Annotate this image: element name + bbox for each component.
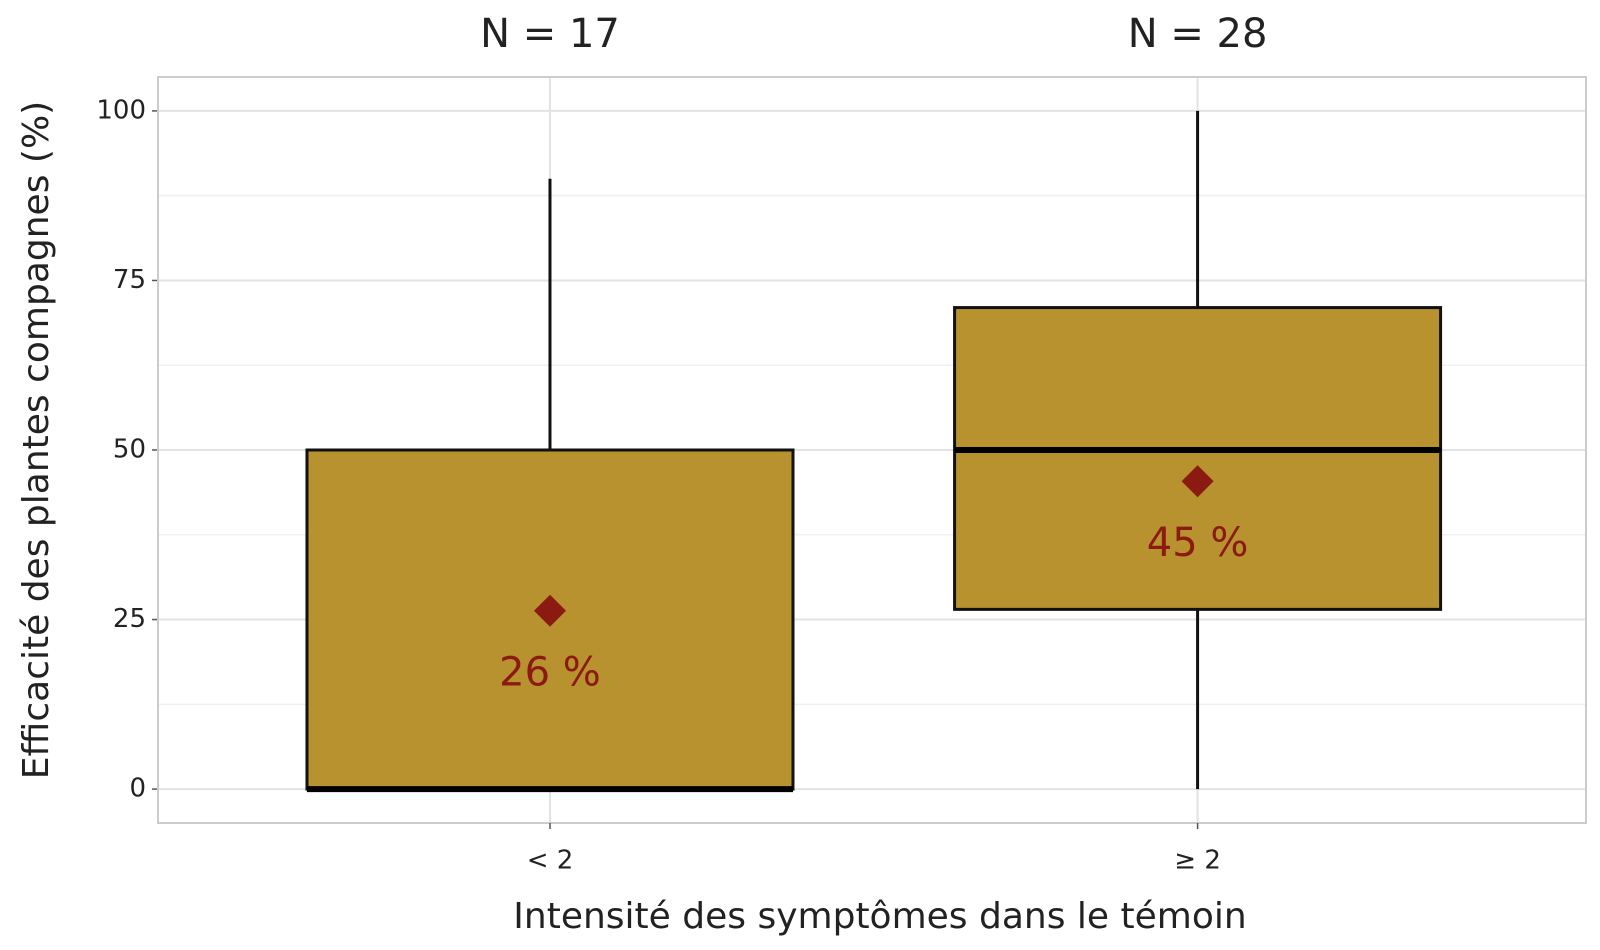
mean-marker — [1181, 465, 1214, 498]
mean-marker — [533, 594, 566, 627]
n-annotation: N = 17 — [480, 11, 620, 57]
y-tick-label: 25 — [113, 604, 146, 634]
x-tick-label: < 2 — [527, 846, 574, 876]
y-axis-title: Efficacité des plantes compagnes (%) — [16, 101, 57, 779]
plot-border — [157, 76, 1587, 824]
mean-label: 26 % — [499, 650, 601, 696]
x-tick-label: ≥ 2 — [1174, 846, 1221, 876]
box — [953, 306, 1443, 611]
x-axis-title: Intensité des symptômes dans le témoin — [513, 896, 1246, 937]
n-annotation: N = 28 — [1128, 11, 1268, 57]
y-tick-label: 100 — [96, 95, 146, 125]
y-tick-label: 75 — [113, 265, 146, 295]
y-tick-label: 0 — [129, 774, 146, 804]
y-tick-label: 50 — [113, 435, 146, 465]
mean-label: 45 % — [1147, 520, 1249, 566]
